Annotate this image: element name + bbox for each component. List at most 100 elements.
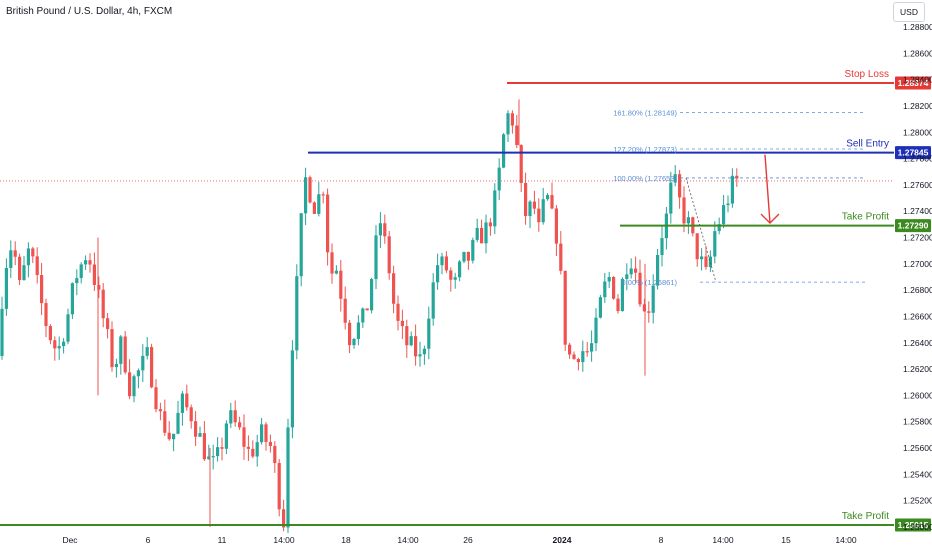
candle-body (528, 201, 532, 217)
candle-body (167, 432, 171, 440)
candle-body (436, 265, 440, 283)
candle-body (598, 297, 602, 318)
candle-body (590, 343, 594, 352)
y-tick-label: 1.26000 (903, 390, 932, 400)
candle-body (57, 346, 61, 349)
price-tag (895, 219, 931, 233)
candle-body (4, 267, 8, 309)
candle-body (211, 456, 215, 458)
candle-body (194, 421, 198, 437)
candle-body (546, 195, 550, 200)
candle-body (686, 217, 690, 224)
y-tick-label: 1.27400 (903, 206, 932, 216)
candle-body (84, 260, 88, 265)
y-tick-label: 1.27000 (903, 259, 932, 269)
candle-body (396, 303, 400, 321)
y-tick-label: 1.26600 (903, 311, 932, 321)
candle-body (128, 372, 132, 397)
y-tick-label: 1.25000 (903, 522, 932, 532)
candle-body (563, 270, 567, 345)
candle-body (264, 424, 268, 442)
candle-body (202, 433, 206, 460)
candle-body (449, 270, 453, 280)
candle-body (92, 264, 96, 285)
candle-body (238, 422, 242, 428)
x-tick-label: 11 (218, 535, 227, 545)
candle-body (75, 278, 79, 284)
candle-body (53, 340, 57, 349)
candle-body (510, 113, 514, 126)
candle-body (79, 264, 83, 279)
candle-body (730, 175, 734, 204)
candle-body (493, 190, 497, 227)
candle-body (26, 248, 30, 266)
level-label: Stop Loss (845, 69, 889, 80)
candle-body (150, 347, 154, 388)
candle-body (132, 376, 136, 397)
candle-body (440, 256, 444, 266)
candle-body (66, 314, 70, 342)
candle-body (180, 393, 184, 413)
candle-body (321, 194, 325, 196)
candle-body (726, 203, 730, 206)
y-tick-label: 1.28200 (903, 101, 932, 111)
candle-body (343, 298, 347, 323)
candle-body (427, 318, 431, 349)
candle-body (0, 308, 4, 356)
candle-body (488, 222, 492, 227)
x-tick-label: 15 (781, 535, 791, 545)
candle-body (656, 254, 660, 286)
x-tick-label: 14:00 (397, 535, 419, 545)
candle-body (634, 268, 638, 273)
candle-body (70, 283, 74, 315)
candle-body (268, 441, 272, 446)
candle-body (88, 260, 92, 265)
candle-body (348, 322, 352, 346)
candle-body (356, 322, 360, 339)
candle-body (334, 270, 338, 274)
candle-body (246, 446, 250, 449)
candle-body (286, 427, 290, 528)
level-label: Sell Entry (846, 139, 889, 150)
fib-anchor-line (685, 177, 717, 283)
candle-body (44, 303, 48, 327)
y-tick-label: 1.25800 (903, 417, 932, 427)
currency-button[interactable]: USD (893, 2, 925, 22)
candle-body (326, 194, 330, 253)
candle-body (101, 289, 105, 319)
candle-body (471, 239, 475, 261)
candle-body (18, 256, 22, 281)
candle-body (48, 326, 52, 341)
candle-body (22, 265, 26, 281)
candle-body (13, 250, 17, 257)
candle-body (158, 409, 162, 412)
candle-body (647, 311, 651, 313)
candle-body (308, 177, 312, 203)
price-tag (895, 518, 931, 532)
candle-body (704, 256, 708, 268)
projection-arrowhead (760, 213, 780, 225)
candle-body (312, 202, 316, 214)
candle-body (519, 144, 523, 184)
level-label: Take Profit (842, 511, 889, 522)
candle-body (409, 336, 413, 346)
candle-body (277, 463, 281, 510)
candle-body (106, 318, 110, 330)
candle-body (383, 223, 387, 237)
y-tick-label: 1.25600 (903, 443, 932, 453)
candle-body (176, 412, 180, 434)
candle-body (642, 304, 646, 312)
candle-body (198, 433, 202, 437)
candle-body (136, 370, 140, 377)
fibonacci-levels: 161.80% (1.28149) 127.20% (1.27873) 100.00… (613, 109, 865, 287)
candle-body (497, 167, 501, 191)
candle-body (572, 354, 576, 360)
price-tag-label: 1.25015 (898, 520, 929, 530)
candle-body (422, 348, 426, 355)
candle-body (110, 329, 114, 368)
candle-body (145, 347, 149, 356)
candle-body (713, 231, 717, 257)
candle-body (361, 308, 365, 323)
candle-body (717, 224, 721, 232)
